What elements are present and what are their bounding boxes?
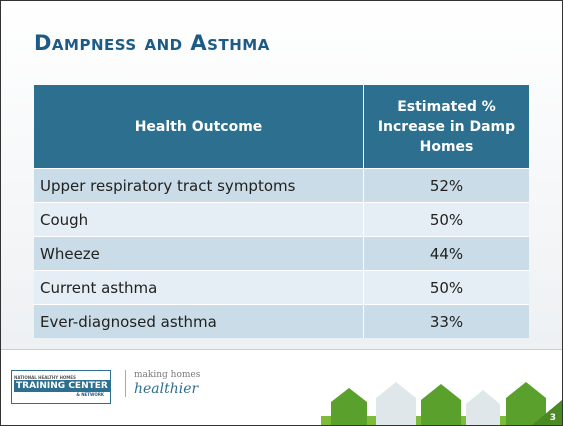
value-cell: 44% — [363, 236, 529, 271]
outcome-cell: Ever-diagnosed asthma — [34, 304, 364, 338]
tagline-1: making homes — [134, 370, 201, 380]
logo-top: NATIONAL HEALTHY HOMES — [14, 375, 76, 380]
header-row: Health Outcome Estimated % Increase in D… — [34, 85, 529, 169]
corner — [532, 400, 562, 425]
table-body: Upper respiratory tract symptoms 52% Cough… — [34, 168, 529, 338]
outcome-cell: Cough — [34, 202, 364, 237]
slide-title: Dampness and Asthma — [34, 31, 270, 55]
table: Health Outcome Estimated % Increase in D… — [34, 85, 529, 338]
house-group — [331, 382, 546, 425]
footer: NATIONAL HEALTHY HOMES TRAINING CENTER &… — [1, 349, 562, 425]
page-number: 3 — [549, 413, 556, 423]
houses — [321, 382, 562, 425]
logo: NATIONAL HEALTHY HOMES TRAINING CENTER &… — [11, 370, 111, 404]
column-header: Health Outcome — [34, 85, 364, 169]
column-header: Estimated % Increase in Damp Homes — [363, 85, 529, 169]
value-cell: 52% — [363, 168, 529, 203]
value-cell: 50% — [363, 202, 529, 237]
value-cell: 50% — [363, 270, 529, 305]
table-row: Wheeze 44% — [34, 236, 529, 271]
logo-main: TRAINING CENTER — [14, 380, 110, 392]
table-row: Cough 50% — [34, 202, 529, 237]
outcome-cell: Upper respiratory tract symptoms — [34, 168, 364, 203]
value-cell: 33% — [363, 304, 529, 338]
table-row: Current asthma 50% — [34, 270, 529, 305]
outcome-cell: Current asthma — [34, 270, 364, 305]
tagline-2: healthier — [134, 381, 199, 397]
tagline: making homes healthier — [125, 370, 200, 397]
logo-sub: & NETWORK — [76, 392, 104, 397]
outcome-cell: Wheeze — [34, 236, 364, 271]
table-row: Ever-diagnosed asthma 33% — [34, 304, 529, 338]
table-row: Upper respiratory tract symptoms 52% — [34, 168, 529, 203]
